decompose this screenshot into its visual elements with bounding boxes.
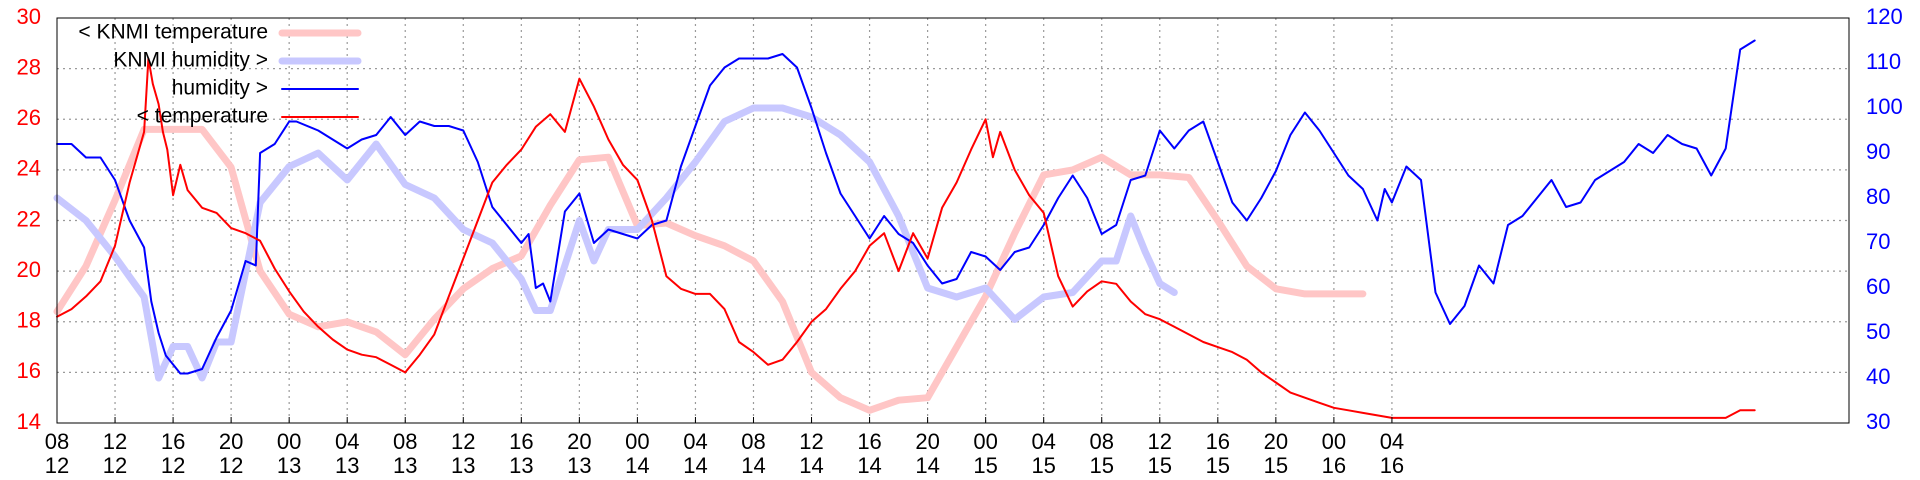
- x-tick-day-label: 13: [451, 453, 475, 478]
- y-left-tick-label: 30: [17, 4, 41, 29]
- series-line-temperature: [56, 57, 1756, 419]
- x-tick-day-label: 15: [1264, 453, 1288, 478]
- y-right-tick-label: 120: [1866, 4, 1903, 29]
- x-tick-day-label: 16: [1322, 453, 1346, 478]
- x-tick-hour-label: 20: [1264, 429, 1288, 454]
- x-tick-day-label: 13: [567, 453, 591, 478]
- x-tick-hour-label: 08: [393, 429, 417, 454]
- x-tick-day-label: 14: [625, 453, 649, 478]
- y-right-tick-label: 60: [1866, 274, 1890, 299]
- y-right-tick-label: 40: [1866, 364, 1890, 389]
- x-tick-day-label: 14: [857, 453, 881, 478]
- y-left-tick-label: 14: [17, 409, 41, 434]
- x-tick-day-label: 14: [741, 453, 765, 478]
- x-tick-day-label: 12: [45, 453, 69, 478]
- x-tick-hour-label: 20: [567, 429, 591, 454]
- x-tick-hour-label: 04: [1380, 429, 1404, 454]
- x-tick-hour-label: 00: [277, 429, 301, 454]
- x-tick-day-label: 13: [509, 453, 533, 478]
- y-right-tick-label: 110: [1866, 49, 1901, 74]
- y-right-tick-label: 100: [1866, 94, 1903, 119]
- x-tick-day-label: 15: [1148, 453, 1172, 478]
- x-tick-day-label: 13: [277, 453, 301, 478]
- plot-frame: [56, 17, 1850, 424]
- x-tick-hour-label: 08: [741, 429, 765, 454]
- legend-label: < temperature: [137, 105, 268, 128]
- y-left-tick-label: 16: [17, 358, 41, 383]
- x-tick-hour-label: 16: [1206, 429, 1230, 454]
- legend: < KNMI temperature KNMI humidity > humidit…: [78, 21, 362, 128]
- y-right-tick-label: 80: [1866, 184, 1890, 209]
- x-tick-hour-label: 12: [103, 429, 127, 454]
- x-tick-day-label: 15: [1206, 453, 1230, 478]
- x-tick-day-label: 12: [161, 453, 185, 478]
- x-tick-hour-label: 04: [683, 429, 707, 454]
- x-tick-hour-label: 04: [335, 429, 359, 454]
- x-tick-hour-label: 16: [161, 429, 185, 454]
- x-tick-day-label: 16: [1380, 453, 1404, 478]
- x-tick-hour-label: 16: [509, 429, 533, 454]
- x-tick-day-label: 14: [799, 453, 823, 478]
- y-left-tick-label: 24: [17, 156, 41, 181]
- legend-label: humidity >: [172, 77, 268, 100]
- x-tick-hour-label: 00: [625, 429, 649, 454]
- y-right-tick-label: 50: [1866, 319, 1890, 344]
- x-tick-day-label: 15: [1031, 453, 1055, 478]
- x-tick-hour-label: 12: [451, 429, 475, 454]
- axis-layer: 1416182022242628303040506070809010011012…: [17, 4, 1903, 478]
- y-left-tick-label: 20: [17, 257, 41, 282]
- x-tick-day-label: 15: [973, 453, 997, 478]
- legend-label: KNMI humidity >: [113, 49, 268, 72]
- x-tick-hour-label: 08: [1089, 429, 1113, 454]
- series-line-knmi-humidity: [53, 104, 1178, 382]
- y-right-tick-label: 90: [1866, 139, 1890, 164]
- x-tick-hour-label: 20: [219, 429, 243, 454]
- series-line-humidity: [56, 39, 1756, 375]
- x-tick-hour-label: 04: [1031, 429, 1055, 454]
- x-tick-day-label: 14: [915, 453, 939, 478]
- legend-label: < KNMI temperature: [78, 21, 268, 44]
- x-tick-hour-label: 20: [915, 429, 939, 454]
- y-left-tick-label: 26: [17, 105, 41, 130]
- x-tick-hour-label: 00: [1322, 429, 1346, 454]
- x-tick-hour-label: 16: [857, 429, 881, 454]
- x-tick-day-label: 13: [335, 453, 359, 478]
- series-layer: [53, 39, 1756, 419]
- x-tick-hour-label: 12: [799, 429, 823, 454]
- y-left-tick-label: 28: [17, 54, 41, 79]
- x-tick-day-label: 12: [219, 453, 243, 478]
- x-tick-day-label: 13: [393, 453, 417, 478]
- x-tick-hour-label: 12: [1148, 429, 1172, 454]
- x-tick-day-label: 15: [1089, 453, 1113, 478]
- x-tick-day-label: 14: [683, 453, 707, 478]
- y-right-tick-label: 30: [1866, 409, 1890, 434]
- x-tick-hour-label: 08: [45, 429, 69, 454]
- y-left-tick-label: 18: [17, 308, 41, 333]
- x-tick-day-label: 12: [103, 453, 127, 478]
- x-tick-hour-label: 00: [973, 429, 997, 454]
- y-right-tick-label: 70: [1866, 229, 1890, 254]
- y-left-tick-label: 22: [17, 206, 41, 231]
